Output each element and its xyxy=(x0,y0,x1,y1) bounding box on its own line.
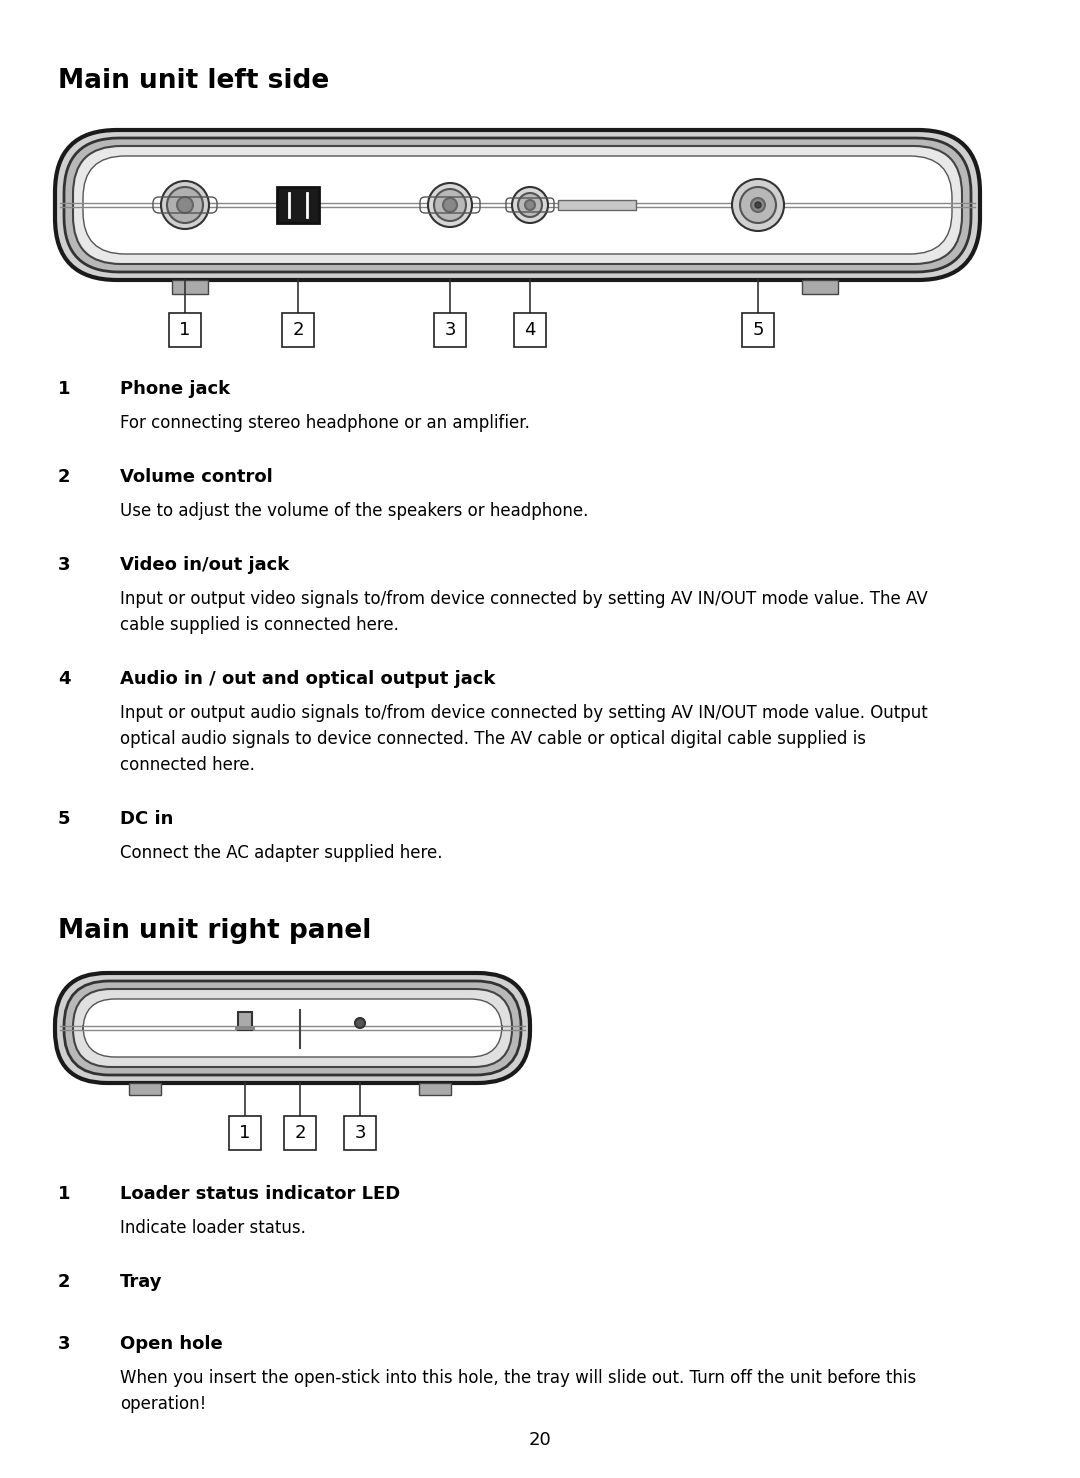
Text: 3: 3 xyxy=(444,321,456,338)
Text: 2: 2 xyxy=(58,469,70,486)
Text: Tray: Tray xyxy=(120,1273,162,1290)
Text: Main unit left side: Main unit left side xyxy=(58,68,329,95)
Bar xyxy=(345,1116,376,1150)
Bar xyxy=(229,1116,261,1150)
Text: Indicate loader status.: Indicate loader status. xyxy=(120,1219,306,1237)
Circle shape xyxy=(518,194,542,217)
Text: Main unit right panel: Main unit right panel xyxy=(58,918,372,944)
Text: Audio in / out and optical output jack: Audio in / out and optical output jack xyxy=(120,670,496,687)
Circle shape xyxy=(740,188,777,223)
Circle shape xyxy=(434,189,465,222)
Circle shape xyxy=(161,180,210,229)
Circle shape xyxy=(355,1018,365,1029)
Circle shape xyxy=(428,183,472,228)
Text: 3: 3 xyxy=(58,1335,70,1352)
FancyBboxPatch shape xyxy=(55,130,980,279)
Text: optical audio signals to device connected. The AV cable or optical digital cable: optical audio signals to device connecte… xyxy=(120,730,866,748)
Bar xyxy=(172,279,208,294)
Text: 3: 3 xyxy=(354,1123,366,1142)
Text: cable supplied is connected here.: cable supplied is connected here. xyxy=(120,616,399,634)
Text: 5: 5 xyxy=(58,810,70,828)
Circle shape xyxy=(443,198,457,211)
Text: For connecting stereo headphone or an amplifier.: For connecting stereo headphone or an am… xyxy=(120,414,530,432)
Text: 4: 4 xyxy=(58,670,70,687)
Circle shape xyxy=(732,179,784,231)
Text: When you insert the open-stick into this hole, the tray will slide out. Turn off: When you insert the open-stick into this… xyxy=(120,1369,916,1386)
FancyBboxPatch shape xyxy=(73,146,962,265)
Text: connected here.: connected here. xyxy=(120,757,255,774)
Text: Phone jack: Phone jack xyxy=(120,380,230,398)
FancyBboxPatch shape xyxy=(64,981,521,1075)
Text: Video in/out jack: Video in/out jack xyxy=(120,556,289,573)
Text: 1: 1 xyxy=(179,321,191,338)
Bar xyxy=(238,1012,252,1030)
Bar xyxy=(235,1026,255,1030)
Text: Input or output video signals to/from device connected by setting AV IN/OUT mode: Input or output video signals to/from de… xyxy=(120,590,928,607)
FancyBboxPatch shape xyxy=(83,157,951,254)
Circle shape xyxy=(755,202,761,208)
Bar xyxy=(276,188,319,223)
Bar xyxy=(434,313,465,347)
Text: Use to adjust the volume of the speakers or headphone.: Use to adjust the volume of the speakers… xyxy=(120,503,589,520)
Text: 1: 1 xyxy=(240,1123,251,1142)
Text: 2: 2 xyxy=(293,321,303,338)
Text: 5: 5 xyxy=(753,321,764,338)
Text: Connect the AC adapter supplied here.: Connect the AC adapter supplied here. xyxy=(120,844,443,862)
Text: 4: 4 xyxy=(524,321,536,338)
Circle shape xyxy=(167,188,203,223)
FancyBboxPatch shape xyxy=(64,137,971,272)
Text: 2: 2 xyxy=(294,1123,306,1142)
FancyBboxPatch shape xyxy=(55,973,530,1083)
Bar xyxy=(129,1083,161,1095)
Text: Open hole: Open hole xyxy=(120,1335,222,1352)
Circle shape xyxy=(525,200,535,210)
Text: 2: 2 xyxy=(58,1273,70,1290)
Text: Volume control: Volume control xyxy=(120,469,273,486)
Bar xyxy=(284,1116,316,1150)
Text: DC in: DC in xyxy=(120,810,174,828)
Bar xyxy=(558,200,636,210)
Bar xyxy=(168,313,201,347)
Circle shape xyxy=(512,188,548,223)
Text: Input or output audio signals to/from device connected by setting AV IN/OUT mode: Input or output audio signals to/from de… xyxy=(120,704,928,721)
Circle shape xyxy=(751,198,765,211)
FancyBboxPatch shape xyxy=(73,989,512,1067)
Bar xyxy=(282,313,314,347)
Bar xyxy=(742,313,774,347)
Bar xyxy=(419,1083,451,1095)
Bar xyxy=(802,279,838,294)
Text: operation!: operation! xyxy=(120,1395,206,1413)
Text: 3: 3 xyxy=(58,556,70,573)
Text: 20: 20 xyxy=(528,1431,552,1448)
Text: 1: 1 xyxy=(58,1185,70,1203)
Text: 1: 1 xyxy=(58,380,70,398)
Bar xyxy=(514,313,546,347)
Circle shape xyxy=(177,197,193,213)
Text: Loader status indicator LED: Loader status indicator LED xyxy=(120,1185,401,1203)
FancyBboxPatch shape xyxy=(83,999,502,1057)
